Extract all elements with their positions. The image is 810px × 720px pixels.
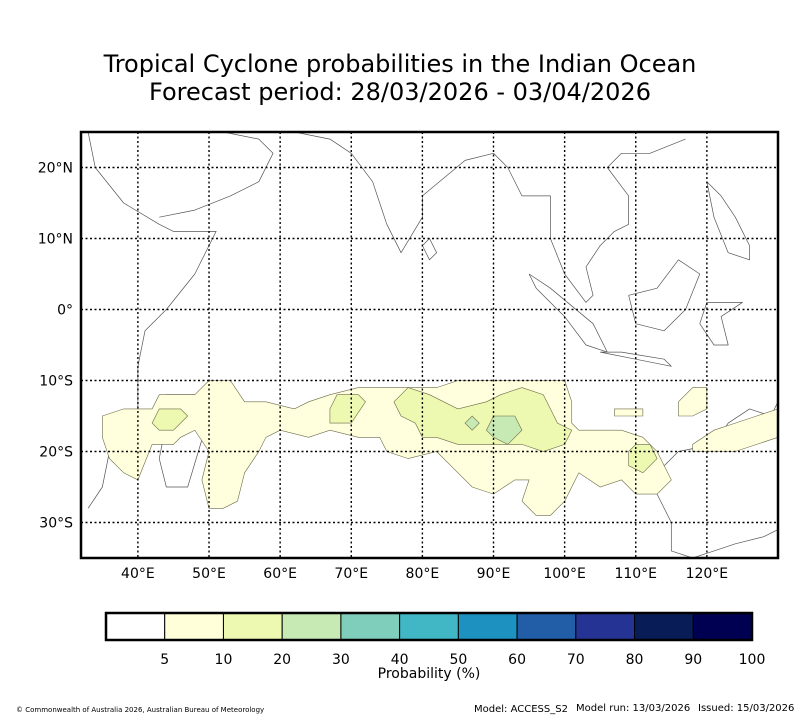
colorbar-swatch — [634, 612, 694, 641]
x-tick-label: 70°E — [334, 566, 368, 582]
probability-region-10-20-5 — [329, 394, 366, 424]
colorbar-swatch — [692, 612, 753, 641]
y-tick-label: 0° — [57, 303, 73, 319]
x-tick-label: 60°E — [263, 566, 297, 582]
y-tick-label: 30°S — [39, 516, 73, 532]
colorbar-swatch — [105, 612, 166, 641]
y-tick-label: 10°S — [39, 374, 73, 390]
coastline — [294, 132, 686, 303]
coastline — [159, 132, 274, 218]
coastline — [656, 465, 778, 558]
colorbar-swatch — [340, 612, 401, 641]
colorbar-tick-label: 40 — [391, 652, 409, 668]
y-tick-label: 10°N — [38, 232, 73, 248]
y-tick-label: 20°S — [39, 445, 73, 461]
colorbar-tick-label: 50 — [449, 652, 467, 668]
probability-region-10-20-6 — [393, 387, 573, 452]
colorbar-tick-label: 10 — [215, 652, 233, 668]
probability-layer — [102, 380, 778, 516]
coastline — [87, 132, 217, 509]
model-run-label: Model run: 13/03/2026 — [576, 703, 691, 714]
coastline — [422, 238, 437, 261]
colorbar-label: Probability (%) — [378, 666, 481, 682]
coastline — [528, 273, 608, 353]
x-tick-label: 90°E — [477, 566, 511, 582]
colorbar-legend: 5 10 20 30 40 50 60 70 80 90 100 Probability (%) — [104, 611, 766, 682]
colorbar-swatch — [575, 612, 636, 641]
coastline — [699, 302, 743, 346]
probability-region-10-20-7 — [628, 444, 658, 474]
coastline — [706, 181, 750, 261]
x-tick-label: 100°E — [543, 566, 586, 582]
colorbar-tick-label: 5 — [160, 652, 169, 668]
colorbar-swatch — [516, 612, 577, 641]
colorbar-tick-label: 60 — [508, 652, 526, 668]
x-tick-label: 120°E — [686, 566, 729, 582]
y-tick-label: 20°N — [38, 161, 73, 177]
map-frame — [79, 130, 780, 560]
coastline — [628, 259, 701, 332]
x-tick-label: 50°E — [192, 566, 226, 582]
coastline — [158, 394, 210, 488]
colorbar-frame — [104, 611, 754, 642]
coastline-layer — [87, 132, 778, 558]
x-tick-label: 80°E — [406, 566, 440, 582]
probability-region-5-10-1 — [678, 387, 708, 417]
colorbar-tick-label: 100 — [739, 652, 766, 668]
model-label: Model: ACCESS_S2 — [474, 704, 568, 715]
colorbar-swatch — [164, 612, 224, 641]
chart-subtitle: Forecast period: 28/03/2026 - 03/04/2026 — [149, 78, 651, 106]
x-axis-ticks: 40°E 50°E 60°E 70°E 80°E 90°E 100°E 110°E 120°E — [121, 566, 728, 582]
probability-region-5-10-2 — [692, 408, 778, 452]
colorbar-swatch — [457, 612, 518, 641]
coastline — [600, 351, 672, 367]
copyright-note: © Commonwealth of Australia 2026, Austra… — [16, 706, 265, 714]
x-tick-label: 110°E — [614, 566, 657, 582]
colorbar-tick-label: 90 — [684, 652, 702, 668]
colorbar-tick-label: 20 — [273, 652, 291, 668]
colorbar-tick-label: 30 — [332, 652, 350, 668]
colorbar-swatch — [281, 612, 342, 641]
probability-region-10-20-4 — [151, 408, 189, 431]
probability-region-20-30-9 — [464, 415, 480, 431]
probability-region-5-10-0 — [102, 380, 672, 516]
coastline — [663, 401, 778, 466]
x-tick-label: 40°E — [121, 566, 155, 582]
probability-region-20-30-8 — [486, 415, 523, 445]
issued-label: Issued: 15/03/2026 — [698, 703, 795, 714]
chart-title: Tropical Cyclone probabilities in the In… — [103, 50, 697, 78]
probability-region-5-10-3 — [614, 408, 644, 417]
colorbar-tick-label: 70 — [567, 652, 585, 668]
colorbar-tick-label: 80 — [626, 652, 644, 668]
colorbar-swatch — [399, 612, 459, 641]
y-axis-ticks: 20°N 10°N 0° 10°S 20°S 30°S — [38, 161, 73, 532]
gridlines — [81, 132, 778, 558]
colorbar-swatch — [222, 612, 283, 641]
